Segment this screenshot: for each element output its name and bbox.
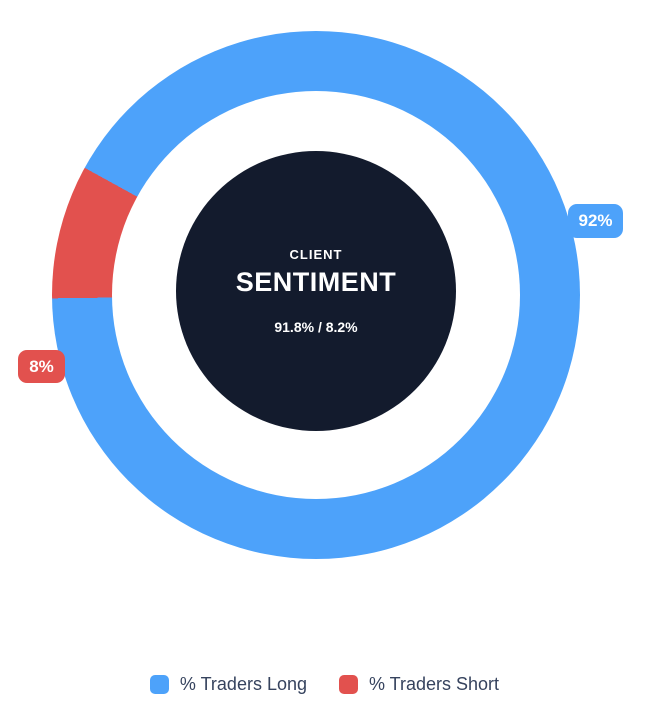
center-kicker: CLIENT — [289, 247, 343, 263]
legend-label-traders-long: % Traders Long — [179, 674, 307, 694]
legend-item-traders-short[interactable]: % Traders Short — [339, 674, 499, 695]
legend-swatch-long-icon — [149, 675, 169, 694]
chart-legend: % Traders Long % Traders Short — [0, 674, 649, 695]
center-disc: CLIENT SENTIMENT 91.8% / 8.2% — [176, 151, 456, 432]
slice-label-short-badge: 8% — [18, 350, 65, 383]
legend-label-traders-short: % Traders Short — [369, 674, 500, 694]
doughnut-chart: CLIENT SENTIMENT 91.8% / 8.2% — [52, 31, 580, 559]
center-ratio: 91.8% / 8.2% — [274, 319, 358, 336]
legend-item-traders-long[interactable]: % Traders Long — [149, 674, 307, 695]
center-title: SENTIMENT — [235, 267, 397, 298]
legend-swatch-short-icon — [339, 675, 358, 694]
slice-label-long-badge: 92% — [568, 204, 623, 238]
